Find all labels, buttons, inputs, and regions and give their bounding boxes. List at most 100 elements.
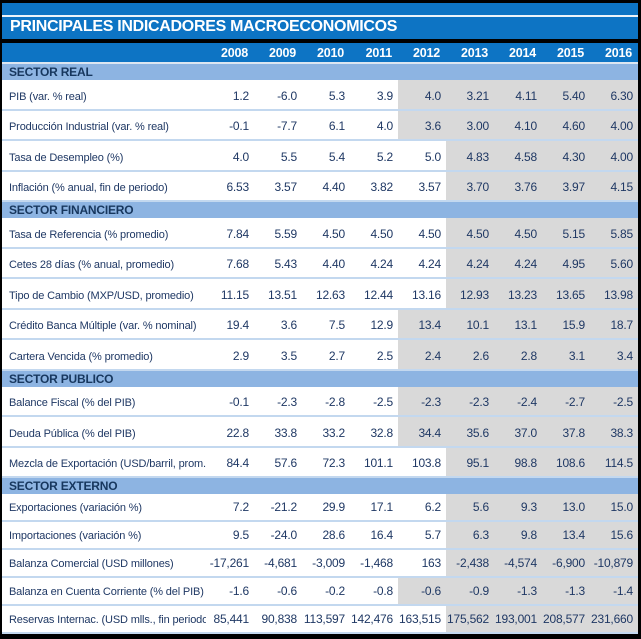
table-row: Cartera Vencida (% promedio) 2.9 3.5 2.7 2.5… xyxy=(2,340,638,371)
table-row: Mezcla de Exportación (USD/barril, prom.… xyxy=(2,447,638,478)
value-cell: -2.5 xyxy=(590,386,638,415)
value-cell: -0.1 xyxy=(229,395,249,409)
value-cell: -0.6 xyxy=(277,584,297,598)
row-label: Inflación (% anual, fin de periodo) xyxy=(9,182,168,194)
value-cell: 5.15 xyxy=(542,218,590,247)
value-cell: 4.50 xyxy=(446,218,494,247)
value-cell: -2.4 xyxy=(494,386,542,415)
value-cell: 4.0 xyxy=(398,80,446,109)
value-cell: -1.3 xyxy=(494,578,542,604)
value-cell: -1.3 xyxy=(542,578,590,604)
value-cell: 4.50 xyxy=(418,226,441,241)
year-header: 2008 xyxy=(220,45,248,60)
section-header: SECTOR REAL xyxy=(2,64,638,80)
value-cell: 13.51 xyxy=(267,287,297,302)
value-cell: 33.2 xyxy=(322,425,345,440)
year-header: 2010 xyxy=(316,45,344,60)
year-header: 2009 xyxy=(268,45,296,60)
value-cell: 12.63 xyxy=(315,287,345,302)
value-cell: 5.60 xyxy=(590,248,638,277)
value-cell: 113,597 xyxy=(303,612,345,626)
value-cell: -0.8 xyxy=(373,584,393,598)
row-label: Crédito Banca Múltiple (var. % nominal) xyxy=(9,320,197,332)
table-row: Inflación (% anual, fin de periodo) 6.53 3… xyxy=(2,171,638,202)
table-row: Reservas Internac. (USD mlls., fin perio… xyxy=(2,606,638,634)
value-cell: -0.2 xyxy=(325,584,345,598)
value-cell: 35.6 xyxy=(446,417,494,446)
row-label: Producción Industrial (var. % real) xyxy=(9,121,169,133)
value-cell: -0.9 xyxy=(446,578,494,604)
table-title: PRINCIPALES INDICADORES MACROECONOMICOS xyxy=(10,18,398,35)
value-cell: 4.40 xyxy=(322,180,345,194)
row-label: Balance Fiscal (% del PIB) xyxy=(9,397,136,409)
row-label: Tasa de Referencia (% promedio) xyxy=(9,228,169,241)
value-cell: 15.6 xyxy=(590,522,638,548)
value-cell: 19.4 xyxy=(226,318,249,332)
value-cell: 4.95 xyxy=(542,248,590,277)
value-cell: 13.0 xyxy=(542,494,590,520)
value-cell: 33.8 xyxy=(274,425,297,440)
value-cell: 175,562 xyxy=(446,606,494,632)
value-cell: 12.9 xyxy=(370,318,393,332)
year-header-row: 2008 2009 2010 2011 2012 2013 2014 2015 2016 xyxy=(2,43,638,62)
value-cell: 4.30 xyxy=(542,141,590,170)
value-cell: 4.50 xyxy=(322,226,345,241)
value-cell: 4.24 xyxy=(418,257,441,271)
value-cell: 90,838 xyxy=(261,612,297,626)
value-cell: 9.3 xyxy=(494,494,542,520)
row-label: Balanza Comercial (USD millones) xyxy=(9,558,174,570)
value-cell: 37.8 xyxy=(542,417,590,446)
value-cell: 3.70 xyxy=(446,171,494,200)
value-cell: 3.97 xyxy=(542,171,590,200)
value-cell: 37.0 xyxy=(494,417,542,446)
value-cell: 4.58 xyxy=(494,141,542,170)
value-cell: 142,476 xyxy=(351,612,393,626)
value-cell: 16.4 xyxy=(370,528,393,542)
value-cell: -24.0 xyxy=(270,528,298,542)
value-cell: 85,441 xyxy=(213,612,249,626)
value-cell: 4.00 xyxy=(590,110,638,139)
row-label: Cetes 28 días (% anual, promedio) xyxy=(9,259,175,271)
value-cell: -4,681 xyxy=(264,556,297,570)
value-cell: 3.76 xyxy=(494,171,542,200)
value-cell: 3.57 xyxy=(418,180,441,194)
value-cell: 4.50 xyxy=(494,218,542,247)
value-cell: 4.24 xyxy=(446,248,494,277)
value-cell: -2,438 xyxy=(446,550,494,576)
year-header: 2011 xyxy=(365,45,393,60)
value-cell: 38.3 xyxy=(590,417,638,446)
value-cell: 208,577 xyxy=(542,606,590,632)
table-row: Crédito Banca Múltiple (var. % nominal) 1… xyxy=(2,309,638,340)
value-cell: 4.10 xyxy=(494,110,542,139)
value-cell: 6.2 xyxy=(424,500,441,514)
value-cell: 22.8 xyxy=(226,425,249,440)
value-cell: 108.6 xyxy=(542,447,590,476)
value-cell: 3.00 xyxy=(446,110,494,139)
value-cell: 3.1 xyxy=(542,340,590,369)
row-label: Tipo de Cambio (MXP/USD, promedio) xyxy=(9,289,194,302)
value-cell: 4.0 xyxy=(232,149,249,164)
value-cell: 13.98 xyxy=(590,279,638,308)
value-cell: 9.8 xyxy=(494,522,542,548)
year-header: 2013 xyxy=(460,45,488,60)
value-cell: 6.30 xyxy=(590,80,638,109)
table-row: Tasa de Desempleo (%) 4.0 5.5 5.4 5.2 5.0 4.83… xyxy=(2,141,638,172)
value-cell: 2.9 xyxy=(232,348,249,363)
value-cell: -0.6 xyxy=(398,578,446,604)
value-cell: -6.0 xyxy=(277,88,297,103)
value-cell: 5.6 xyxy=(446,494,494,520)
value-cell: 5.4 xyxy=(328,149,345,164)
value-cell: -21.2 xyxy=(270,500,298,514)
value-cell: 2.7 xyxy=(328,348,345,363)
value-cell: 15.9 xyxy=(542,309,590,338)
value-cell: 34.4 xyxy=(398,417,446,446)
table-row: Balanza en Cuenta Corriente (% del PIB) -… xyxy=(2,578,638,606)
value-cell: 6.1 xyxy=(328,119,345,133)
table-body: SECTOR REAL PIB (var. % real) 1.2 -6.0 5.3 3.… xyxy=(2,64,638,634)
value-cell: 103.8 xyxy=(411,456,441,470)
value-cell: 2.4 xyxy=(398,340,446,369)
value-cell: 7.68 xyxy=(226,257,249,271)
value-cell: 5.59 xyxy=(274,226,297,241)
row-label: Importaciones (variación %) xyxy=(9,530,142,542)
